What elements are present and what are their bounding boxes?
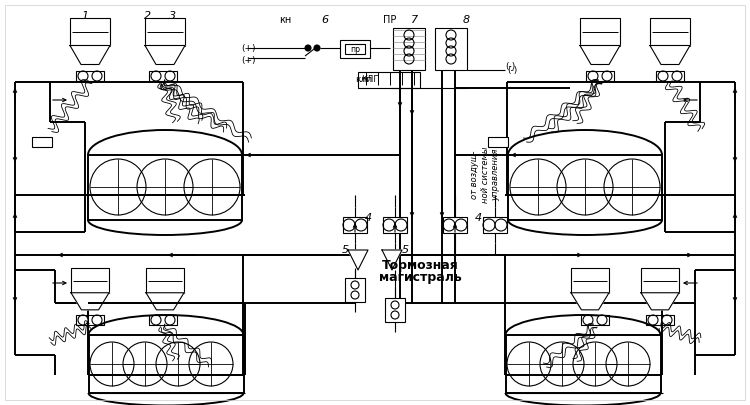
Text: от воздуш-
ной системы
управления: от воздуш- ной системы управления: [470, 147, 500, 203]
Bar: [149, 71, 177, 81]
Circle shape: [305, 45, 311, 51]
Polygon shape: [71, 293, 109, 310]
Bar: [385, 298, 405, 322]
Bar: [571, 268, 609, 293]
Bar: [358, 72, 420, 88]
Bar: [435, 28, 467, 70]
Text: (+): (+): [241, 43, 255, 53]
Text: (+): (+): [241, 55, 255, 64]
Text: Тормозная: Тормозная: [382, 258, 458, 271]
Text: 4: 4: [364, 213, 371, 223]
Bar: [345, 278, 365, 302]
Bar: [508, 155, 662, 220]
Polygon shape: [571, 293, 609, 310]
Bar: [76, 71, 104, 81]
Circle shape: [165, 315, 175, 325]
Circle shape: [648, 315, 658, 325]
Polygon shape: [70, 45, 110, 64]
Bar: [146, 268, 184, 293]
Text: 4: 4: [475, 213, 482, 223]
Circle shape: [92, 71, 102, 81]
Circle shape: [597, 315, 607, 325]
Text: 7: 7: [412, 15, 419, 25]
Bar: [393, 28, 425, 70]
Text: 8: 8: [463, 15, 470, 25]
Circle shape: [92, 315, 102, 325]
Circle shape: [78, 71, 88, 81]
Bar: [149, 315, 177, 325]
Text: пр: пр: [350, 45, 360, 53]
Text: 5: 5: [341, 245, 349, 255]
Bar: [581, 315, 609, 325]
Circle shape: [602, 71, 612, 81]
Circle shape: [78, 315, 88, 325]
Bar: [656, 71, 684, 81]
Bar: [580, 18, 620, 45]
Text: (-): (-): [507, 66, 518, 75]
Text: 2: 2: [145, 11, 152, 21]
Circle shape: [314, 45, 320, 51]
Circle shape: [672, 71, 682, 81]
Text: КЛП: КЛП: [361, 75, 380, 85]
Polygon shape: [146, 293, 184, 310]
Text: 1: 1: [82, 11, 88, 21]
Polygon shape: [580, 45, 620, 64]
Bar: [443, 217, 467, 233]
Polygon shape: [145, 45, 185, 64]
Circle shape: [151, 315, 161, 325]
Text: 6: 6: [322, 15, 328, 25]
Bar: [71, 268, 109, 293]
Bar: [646, 315, 674, 325]
Text: кн: кн: [279, 15, 291, 25]
Bar: [88, 155, 242, 220]
Bar: [586, 71, 614, 81]
Polygon shape: [382, 250, 402, 270]
Circle shape: [662, 315, 672, 325]
Circle shape: [583, 315, 593, 325]
Polygon shape: [348, 250, 368, 270]
Bar: [506, 335, 661, 393]
Bar: [345, 44, 365, 54]
Bar: [343, 217, 367, 233]
Bar: [76, 315, 104, 325]
Text: магистраль: магистраль: [379, 271, 461, 284]
Circle shape: [588, 71, 598, 81]
Bar: [145, 18, 185, 45]
Polygon shape: [641, 293, 679, 310]
Circle shape: [658, 71, 668, 81]
Text: 5: 5: [401, 245, 409, 255]
Bar: [641, 268, 679, 293]
Text: клп: клп: [356, 75, 373, 85]
Bar: [383, 217, 407, 233]
Bar: [70, 18, 110, 45]
Text: ПР: ПР: [383, 15, 397, 25]
Bar: [89, 335, 244, 393]
Polygon shape: [650, 45, 690, 64]
Bar: [483, 217, 507, 233]
Circle shape: [165, 71, 175, 81]
Bar: [32, 137, 52, 147]
Text: (-): (-): [505, 62, 515, 70]
Circle shape: [151, 71, 161, 81]
Bar: [488, 137, 508, 147]
Text: 3: 3: [170, 11, 176, 21]
Bar: [340, 40, 370, 58]
Bar: [650, 18, 690, 45]
